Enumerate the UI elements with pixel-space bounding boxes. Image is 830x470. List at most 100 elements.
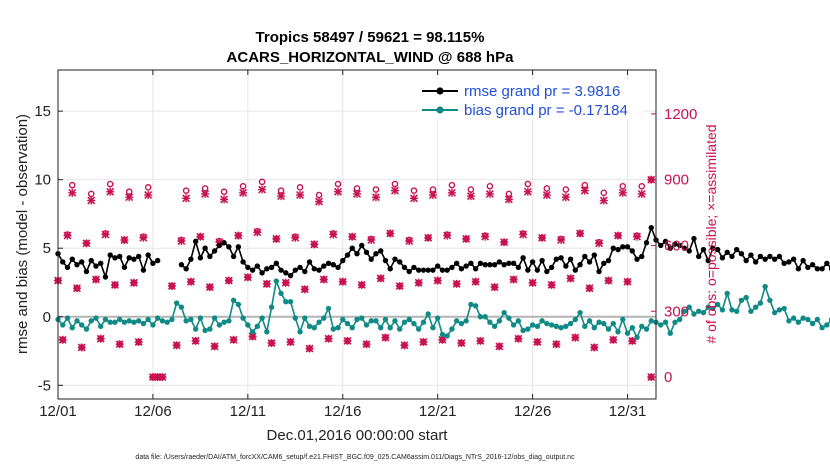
y-right-tick-label: 300 xyxy=(664,303,689,320)
obs-possible-marker xyxy=(524,180,532,188)
bias-point xyxy=(790,315,797,321)
rmse-point xyxy=(662,238,669,245)
bias-point xyxy=(738,297,745,303)
bias-point xyxy=(534,323,541,330)
rmse-point xyxy=(330,261,336,268)
rmse-point xyxy=(525,267,531,273)
rmse-point xyxy=(349,245,355,251)
rmse-point xyxy=(596,268,602,275)
bias-point xyxy=(800,315,806,321)
rmse-point xyxy=(458,266,465,272)
obs-possible-marker xyxy=(97,335,105,342)
bias-point xyxy=(83,326,90,332)
bias-point xyxy=(615,329,621,335)
bias-point xyxy=(107,319,113,325)
bias-point xyxy=(620,316,626,323)
bias-point xyxy=(434,315,441,321)
bias-point xyxy=(795,319,802,325)
bias-point xyxy=(824,322,830,328)
rmse-point xyxy=(534,267,541,273)
obs-possible-marker xyxy=(633,232,641,239)
rmse-point xyxy=(681,245,688,251)
bias-point xyxy=(173,300,180,306)
obs-possible-marker xyxy=(106,180,114,188)
rmse-point xyxy=(197,255,204,261)
obs-possible-marker xyxy=(235,232,242,239)
obs-possible-marker xyxy=(557,235,565,243)
rmse-point xyxy=(192,238,199,245)
rmse-point xyxy=(150,260,156,266)
rmse-point xyxy=(691,235,697,242)
bias-point xyxy=(283,298,289,305)
rmse-point xyxy=(278,267,284,273)
bias-point xyxy=(439,331,446,338)
rmse-point xyxy=(786,259,792,265)
bias-point xyxy=(216,322,223,328)
obs-possible-marker xyxy=(491,283,498,291)
bias-point xyxy=(733,308,740,314)
obs-possible-marker xyxy=(396,282,404,290)
rmse-point xyxy=(781,260,787,266)
obs-possible-marker xyxy=(334,180,342,188)
rmse-point xyxy=(311,266,317,272)
legend: rmse grand pr = 3.9816 bias grand pr = -… xyxy=(418,79,643,120)
bias-point xyxy=(150,322,156,328)
bias-point xyxy=(264,329,270,335)
obs-possible-marker xyxy=(87,190,95,198)
bias-point xyxy=(69,325,75,331)
rmse-point xyxy=(430,267,436,273)
bias-point xyxy=(525,326,531,332)
bias-point xyxy=(743,294,749,301)
bias-point xyxy=(629,325,635,331)
y-right-tick-label: 0 xyxy=(664,369,672,386)
bias-point xyxy=(311,325,317,331)
obs-possible-marker xyxy=(391,180,399,188)
obs-possible-marker xyxy=(268,339,275,347)
bias-point xyxy=(373,318,379,324)
bias-point xyxy=(710,305,716,312)
bias-point xyxy=(154,315,161,321)
bias-point xyxy=(349,325,355,331)
rmse-point xyxy=(387,266,393,272)
obs-possible-marker xyxy=(192,337,199,345)
bias-point xyxy=(468,301,474,308)
bias-point xyxy=(482,314,488,320)
rmse-point xyxy=(268,264,275,271)
obs-possible-marker xyxy=(600,189,608,197)
rmse-point xyxy=(392,256,398,262)
rmse-point xyxy=(154,257,161,264)
bias-point xyxy=(762,283,768,290)
rmse-point xyxy=(325,260,332,266)
rmse-point xyxy=(178,261,185,268)
rmse-point xyxy=(586,259,593,265)
rmse-point xyxy=(439,267,446,273)
rmse-point xyxy=(567,256,574,262)
obs-possible-marker xyxy=(197,233,204,240)
bias-point xyxy=(729,307,735,313)
rmse-point xyxy=(135,253,142,260)
rmse-point xyxy=(240,259,246,265)
rmse-point xyxy=(700,246,707,253)
rmse-point xyxy=(487,261,493,268)
x-axis-label: Dec.01,2016 00:00:00 start xyxy=(267,427,449,444)
x-tick-label: 12/01 xyxy=(39,403,77,420)
obs-possible-marker xyxy=(173,341,180,349)
obs-possible-marker xyxy=(458,339,465,347)
bias-point xyxy=(757,300,764,306)
rmse-point xyxy=(601,260,607,266)
obs-possible-marker xyxy=(159,373,166,381)
y-tick-label: 5 xyxy=(43,240,51,257)
bias-point xyxy=(211,315,218,321)
rmse-point xyxy=(819,266,825,272)
rmse-point xyxy=(767,253,773,260)
obs-possible-marker xyxy=(443,231,451,238)
bias-point xyxy=(677,316,683,323)
rmse-point xyxy=(491,261,498,268)
obs-possible-marker xyxy=(605,277,612,284)
rmse-point xyxy=(434,263,441,269)
rmse-point xyxy=(615,246,621,253)
bias-point xyxy=(700,309,707,316)
obs-possible-marker xyxy=(320,276,328,283)
bias-point xyxy=(776,307,783,313)
bias-point xyxy=(178,304,185,310)
